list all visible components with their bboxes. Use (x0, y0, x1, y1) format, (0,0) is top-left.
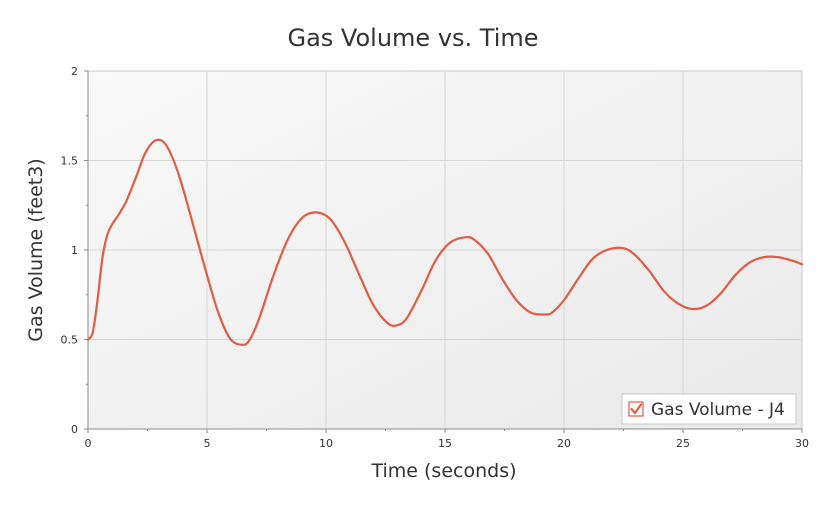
y-tick-label: 0 (71, 423, 78, 436)
y-tick-label: 2 (71, 65, 78, 78)
series-layer (86, 138, 804, 346)
y-axis-label: Gas Volume (feet3) (25, 158, 47, 341)
x-tick-label: 0 (85, 437, 92, 450)
grid-lines (88, 71, 802, 429)
x-axis-label: Time (seconds) (370, 460, 516, 482)
tick-labels: 0 5 10 15 20 25 30 0 0.5 1 1.5 2 (61, 65, 810, 450)
chart-title: Gas Volume vs. Time (287, 24, 538, 52)
y-tick-label: 0.5 (61, 334, 79, 347)
x-tick-label: 20 (557, 437, 571, 450)
y-tick-label: 1.5 (61, 155, 79, 168)
checkmark-icon (630, 403, 643, 415)
legend-box (621, 393, 797, 425)
series-line-gas-volume-j4 (86, 138, 804, 346)
y-tick-label: 1 (71, 244, 78, 257)
legend-label: Gas Volume - J4 (651, 400, 785, 420)
legend[interactable]: Gas Volume - J4 (621, 393, 797, 425)
axes (84, 70, 803, 433)
x-tick-label: 5 (204, 437, 211, 450)
x-tick-label: 15 (438, 437, 452, 450)
x-tick-label: 10 (319, 437, 333, 450)
x-tick-label: 25 (676, 437, 690, 450)
x-tick-label: 30 (795, 437, 809, 450)
